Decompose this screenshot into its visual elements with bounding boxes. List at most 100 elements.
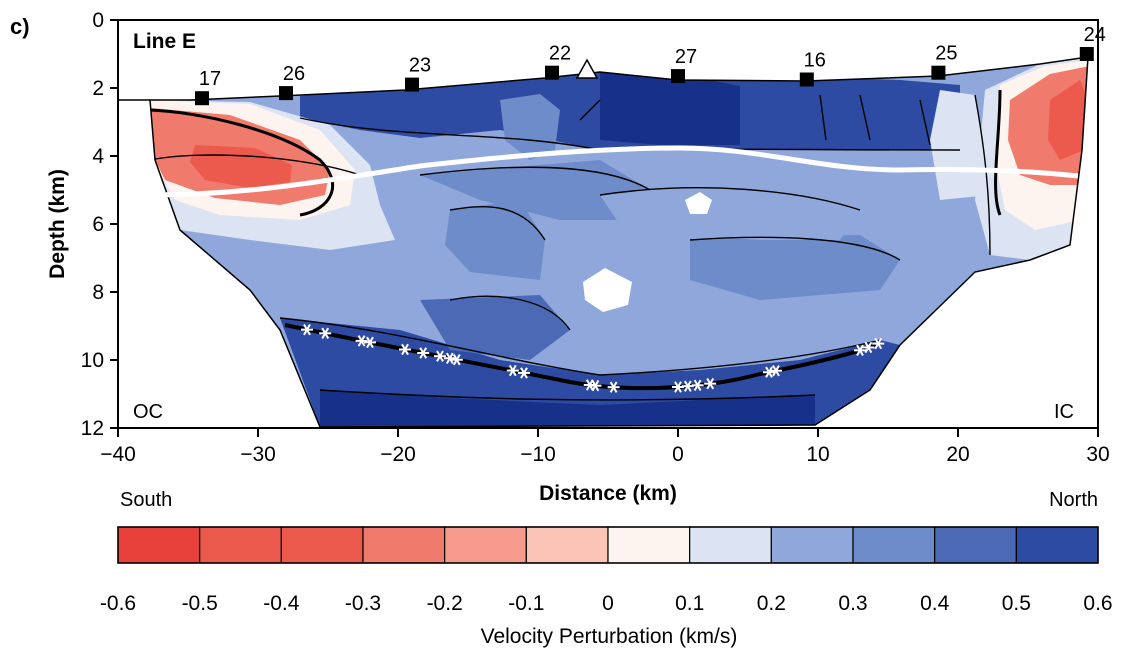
colorbar-bin bbox=[117, 526, 201, 564]
station-marker bbox=[405, 77, 419, 92]
seismicity-event bbox=[518, 367, 530, 379]
colorbar-bin bbox=[444, 526, 527, 564]
model-outline bbox=[149, 56, 1089, 428]
seismicity-event bbox=[506, 364, 519, 377]
y-axis-ticks: 0 2 4 6 8 10 12 bbox=[81, 9, 118, 440]
velocity-model bbox=[150, 57, 1088, 427]
y-tick-label: 6 bbox=[92, 213, 104, 236]
x-tick-label: 30 bbox=[1086, 443, 1109, 466]
thick-contours bbox=[150, 89, 1002, 217]
seismicity-event bbox=[704, 377, 717, 390]
station-marker bbox=[195, 91, 209, 106]
triangle-marker bbox=[575, 58, 599, 79]
colorbar-tick-label: -0.4 bbox=[263, 592, 300, 615]
colorbar-label: Velocity Perturbation (km/s) bbox=[481, 625, 738, 648]
station-markers: 17 26 23 22 27 16 25 24 bbox=[195, 24, 1106, 106]
colorbar-bin bbox=[525, 526, 609, 564]
colorbar-tick-label: 0 bbox=[602, 592, 614, 615]
colorbar-tick-label: 0.2 bbox=[757, 592, 786, 615]
shallow-medium-patch bbox=[500, 94, 560, 160]
mid-dark-right bbox=[690, 235, 900, 300]
station-label: 26 bbox=[283, 63, 305, 85]
y-axis-label: Depth (km) bbox=[46, 169, 69, 279]
station-marker bbox=[799, 72, 814, 87]
colorbar-tick-label: -0.2 bbox=[427, 592, 463, 615]
seismicity-event bbox=[443, 352, 456, 364]
deep-darker-band bbox=[320, 390, 815, 427]
colorbar-tick-label: 0.3 bbox=[838, 592, 867, 615]
y-tick-label: 12 bbox=[81, 417, 104, 440]
colorbar-tick-label: 0.4 bbox=[920, 592, 950, 615]
seismicity-event bbox=[417, 347, 430, 359]
colorbar-bin bbox=[934, 526, 1017, 564]
north-label: North bbox=[1049, 489, 1098, 511]
colorbar-bin bbox=[1015, 526, 1099, 564]
colorbar-bin bbox=[770, 526, 854, 564]
station-label: 22 bbox=[549, 43, 571, 65]
colorbar-bin bbox=[689, 526, 772, 564]
y-tick-label: 0 bbox=[92, 9, 104, 32]
station-label: 27 bbox=[675, 46, 697, 68]
x-tick-label: −20 bbox=[380, 443, 416, 466]
south-label: South bbox=[120, 489, 172, 511]
x-tick-label: −30 bbox=[240, 443, 276, 466]
colorbar-tick-label: -0.1 bbox=[508, 592, 544, 615]
near-surface-light-right bbox=[930, 90, 990, 200]
colorbar-tick-label: 0.1 bbox=[675, 592, 704, 615]
deep-mid-band bbox=[420, 295, 570, 360]
seismicity-event bbox=[319, 327, 332, 340]
colorbar-bin bbox=[607, 526, 691, 564]
station-marker bbox=[931, 65, 946, 80]
x-axis-ticks: −40 −30 −20 −10 0 10 20 30 bbox=[100, 428, 1110, 466]
colorbar bbox=[117, 526, 1099, 564]
x-tick-label: 0 bbox=[672, 443, 684, 466]
white-patch bbox=[583, 268, 632, 312]
seismicity-event bbox=[399, 343, 411, 356]
mid-dark-left bbox=[445, 200, 545, 280]
seismicity-event bbox=[862, 341, 875, 354]
seismicity-event bbox=[355, 335, 368, 347]
y-tick-label: 4 bbox=[92, 145, 104, 168]
ic-label: IC bbox=[1054, 401, 1074, 423]
station-label: 25 bbox=[935, 43, 957, 65]
colorbar-ticks: -0.6 -0.5 -0.4 -0.3 -0.2 -0.1 0 0.1 0.2 0.3 0.4 0.5… bbox=[100, 592, 1113, 615]
colorbar-frame bbox=[117, 526, 1099, 564]
station-marker bbox=[671, 69, 685, 84]
x-axis-label: Distance (km) bbox=[539, 482, 677, 505]
seismicity-event bbox=[763, 366, 775, 378]
shallow-darkest-band bbox=[600, 72, 740, 145]
panel-label: c) bbox=[10, 14, 30, 39]
mid-dark-center bbox=[420, 160, 650, 220]
station-label: 17 bbox=[199, 68, 221, 90]
colorbar-bin bbox=[852, 526, 936, 564]
colorbar-tick-label: 0.6 bbox=[1083, 592, 1112, 615]
colorbar-bin bbox=[362, 526, 446, 564]
station-marker bbox=[1079, 47, 1094, 61]
y-tick-label: 2 bbox=[92, 77, 104, 100]
station-label: 24 bbox=[1084, 24, 1106, 46]
oc-label: OC bbox=[133, 401, 163, 423]
colorbar-tick-label: -0.6 bbox=[100, 592, 136, 615]
small-white-patch bbox=[685, 192, 712, 214]
seismicity-markers bbox=[301, 323, 885, 393]
colorbar-bin bbox=[199, 526, 282, 564]
station-marker bbox=[545, 65, 559, 80]
seismicity-event bbox=[770, 365, 782, 377]
station-marker bbox=[279, 86, 293, 101]
y-tick-label: 10 bbox=[81, 349, 104, 372]
x-tick-label: 20 bbox=[946, 443, 969, 466]
seismicity-event bbox=[589, 379, 602, 392]
interface-line bbox=[149, 145, 1079, 198]
left-red-core bbox=[190, 145, 292, 188]
colorbar-tick-label: -0.3 bbox=[345, 592, 381, 615]
seismicity-event bbox=[434, 350, 446, 362]
seismicity-event bbox=[301, 323, 313, 336]
seismicity-event bbox=[450, 354, 463, 366]
seismicity-event bbox=[872, 337, 885, 350]
contour-lines bbox=[150, 94, 991, 401]
x-tick-label: −10 bbox=[520, 443, 556, 466]
seismicity-event bbox=[607, 381, 620, 393]
y-tick-label: 8 bbox=[92, 281, 104, 304]
colorbar-tick-label: 0.5 bbox=[1002, 592, 1031, 615]
right-red-core bbox=[1048, 80, 1088, 160]
